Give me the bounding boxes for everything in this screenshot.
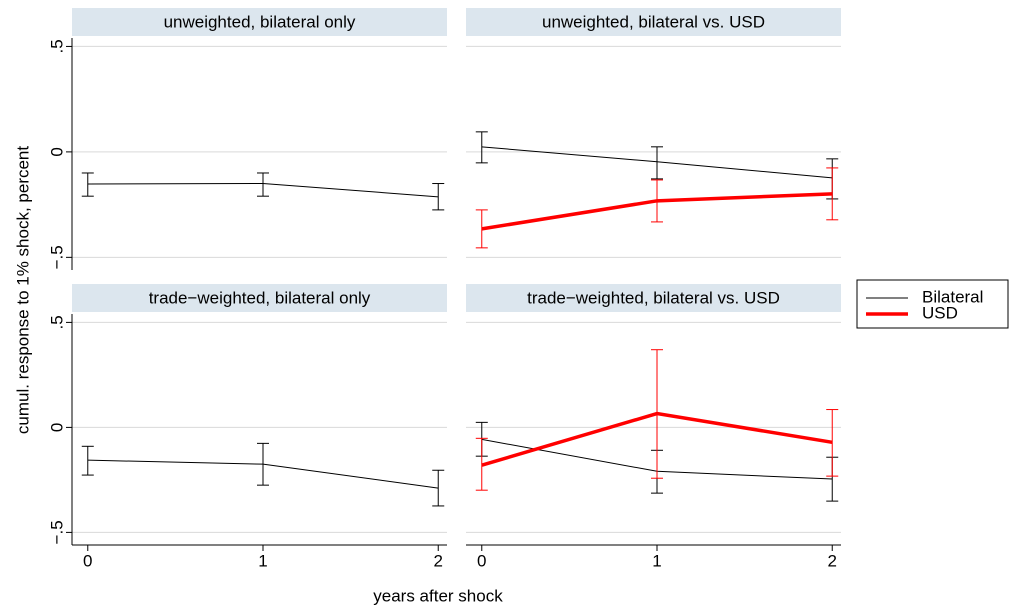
panel-title: trade−weighted, bilateral only — [149, 288, 371, 307]
panel-title: unweighted, bilateral vs. USD — [542, 12, 765, 31]
panel-header — [466, 8, 841, 36]
y-tick-label: .5 — [47, 39, 66, 53]
x-tick-label: 0 — [83, 551, 92, 570]
series-line — [481, 192, 833, 231]
y-tick-label: 0 — [47, 147, 66, 156]
x-tick-label: 1 — [258, 551, 267, 570]
x-tick-label: 0 — [477, 551, 486, 570]
series-line — [481, 411, 833, 467]
y-tick-label: −.5 — [47, 245, 66, 269]
y-tick-label: .5 — [47, 315, 66, 329]
x-tick-label: 2 — [828, 551, 837, 570]
panel-header — [466, 284, 841, 312]
y-tick-label: −.5 — [47, 520, 66, 544]
panel-title: unweighted, bilateral only — [164, 12, 356, 31]
x-tick-label: 1 — [652, 551, 661, 570]
series-line — [87, 183, 439, 198]
panel-header — [72, 8, 447, 36]
x-axis-label: years after shock — [373, 586, 503, 605]
legend-label: USD — [922, 303, 958, 322]
series-line — [481, 146, 833, 179]
panel-header — [72, 284, 447, 312]
legend-label: Bilateral — [922, 287, 983, 306]
panel-title: trade−weighted, bilateral vs. USD — [527, 288, 780, 307]
legend-box — [856, 279, 1009, 329]
y-axis-label: cumul. response to 1% shock, percent — [13, 146, 32, 434]
x-tick-label: 2 — [434, 551, 443, 570]
y-tick-label: 0 — [47, 423, 66, 432]
series-line — [87, 459, 439, 489]
